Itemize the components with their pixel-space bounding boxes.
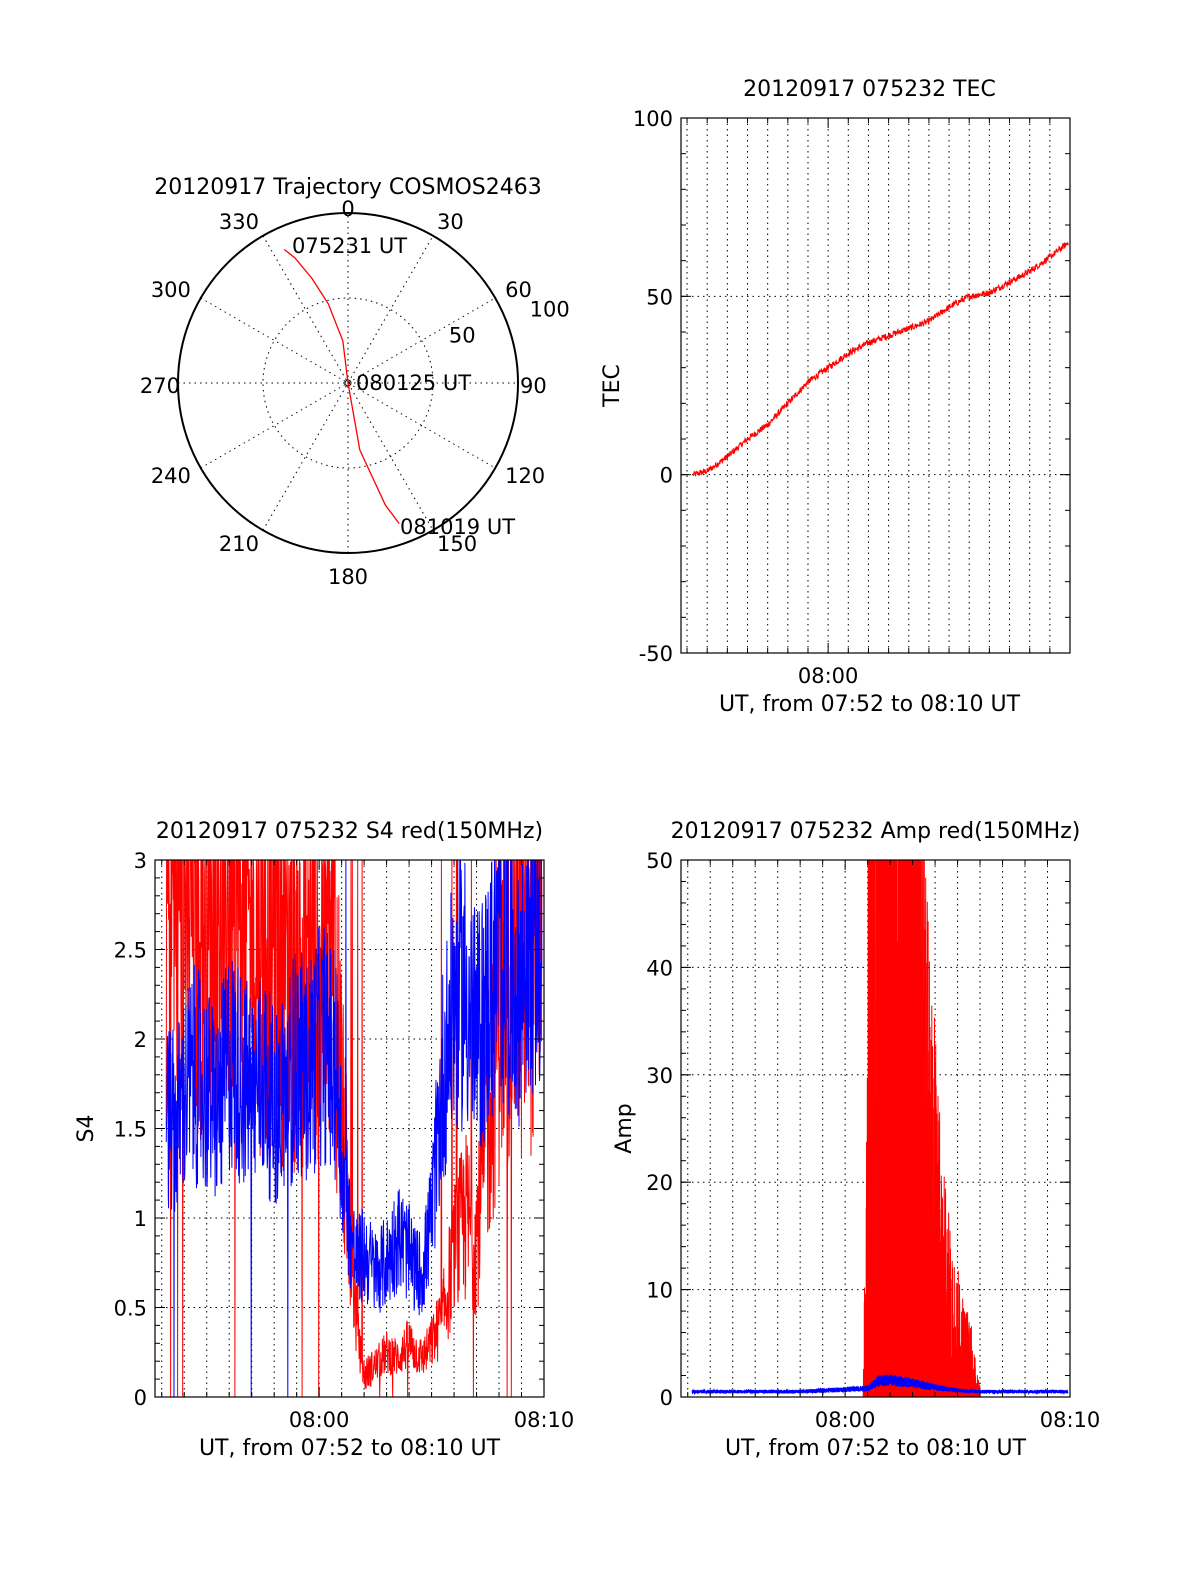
y-tick-label: 20 xyxy=(646,1171,673,1195)
y-tick-label: 0 xyxy=(660,464,673,488)
y-tick-label: 10 xyxy=(646,1279,673,1303)
radius-tick-label: 50 xyxy=(449,324,476,348)
angle-tick-label: 90 xyxy=(520,374,547,398)
angle-tick-label: 30 xyxy=(437,210,464,234)
polar-inner-ring xyxy=(262,297,434,469)
x-axis-label: UT, from 07:52 to 08:10 UT xyxy=(725,1436,1027,1461)
trajectory-time-annotation: 075231 UT xyxy=(292,234,407,258)
tec-chart: 20120917 075232 TEC UT, from 07:52 to 08… xyxy=(600,77,1071,717)
ticks xyxy=(681,859,1071,1398)
y-tick-label: -50 xyxy=(639,642,673,666)
y-tick-label: 50 xyxy=(646,285,673,309)
y-tick-label: 0.5 xyxy=(114,1297,147,1321)
series-group xyxy=(165,859,543,1398)
y-tick-label: 50 xyxy=(646,849,673,873)
grid xyxy=(681,118,1070,653)
angle-tick-label: 240 xyxy=(151,464,191,488)
angle-tick-label: 60 xyxy=(505,278,532,302)
chart-title: 20120917 Trajectory COSMOS2463 xyxy=(154,175,541,200)
amp-chart: 20120917 075232 Amp red(150MHz) UT, from… xyxy=(612,819,1100,1461)
angle-tick-label: 300 xyxy=(151,278,191,302)
ticks xyxy=(681,117,1071,654)
y-tick-label: 40 xyxy=(646,956,673,980)
y-tick-label: 2.5 xyxy=(114,939,147,963)
series-line-red xyxy=(862,859,981,1398)
x-tick-label: 08:00 xyxy=(798,664,859,688)
y-axis-label: Amp xyxy=(612,1103,637,1153)
radius-tick-label: 100 xyxy=(530,297,570,321)
y-axis-label: TEC xyxy=(600,364,625,408)
angle-tick-label: 180 xyxy=(328,565,368,589)
x-tick-label: 08:10 xyxy=(1040,1408,1101,1432)
trajectory-polar-chart: 20120917 Trajectory COSMOS2463 0 30 60 90 12… xyxy=(140,175,570,589)
series-line-blue xyxy=(691,1374,1069,1396)
polar-annotations: 075231 UT 080125 UT 081019 UT xyxy=(292,234,515,539)
trajectory-time-annotation: 081019 UT xyxy=(400,515,515,539)
x-tick-label: 08:10 xyxy=(514,1408,575,1432)
y-tick-label: 0 xyxy=(134,1386,147,1410)
y-tick-label: 3 xyxy=(134,849,147,873)
angle-tick-label: 120 xyxy=(505,464,545,488)
series-group xyxy=(692,241,1069,477)
series-line-red xyxy=(692,241,1069,477)
y-tick-label: 1 xyxy=(134,1207,147,1231)
polar-labels: 0 30 60 90 120 150 180 210 240 270 300 330 50 100 xyxy=(140,197,570,589)
angle-tick-label: 210 xyxy=(219,532,259,556)
series-line-blue xyxy=(165,859,543,1398)
angle-tick-label: 0 xyxy=(341,197,354,221)
y-tick-label: 2 xyxy=(134,1028,147,1052)
trajectory-line xyxy=(283,248,400,524)
chart-title: 20120917 075232 Amp red(150MHz) xyxy=(671,819,1081,844)
y-tick-label: 0 xyxy=(660,1386,673,1410)
polar-series xyxy=(283,248,400,524)
series-line-red xyxy=(165,859,543,1398)
angle-tick-label: 330 xyxy=(219,210,259,234)
angle-tick-label: 150 xyxy=(437,532,477,556)
series-group xyxy=(691,859,1069,1398)
y-axis-label: S4 xyxy=(74,1115,99,1143)
chart-title: 20120917 075232 TEC xyxy=(743,77,996,102)
x-tick-label: 08:00 xyxy=(815,1408,876,1432)
chart-title: 20120917 075232 S4 red(150MHz) xyxy=(156,819,543,844)
x-tick-label: 08:00 xyxy=(289,1408,350,1432)
angle-tick-label: 270 xyxy=(140,374,180,398)
x-axis-label: UT, from 07:52 to 08:10 UT xyxy=(199,1436,501,1461)
s4-chart: 20120917 075232 S4 red(150MHz) UT, from … xyxy=(74,819,574,1461)
y-tick-label: 100 xyxy=(633,107,673,131)
plot-frame xyxy=(680,859,1071,1398)
x-axis-label: UT, from 07:52 to 08:10 UT xyxy=(719,692,1021,717)
trajectory-time-annotation: 080125 UT xyxy=(356,371,471,395)
plot-frame xyxy=(680,117,1071,654)
y-tick-label: 1.5 xyxy=(114,1118,147,1142)
ticks xyxy=(155,859,545,1398)
y-tick-label: 30 xyxy=(646,1064,673,1088)
